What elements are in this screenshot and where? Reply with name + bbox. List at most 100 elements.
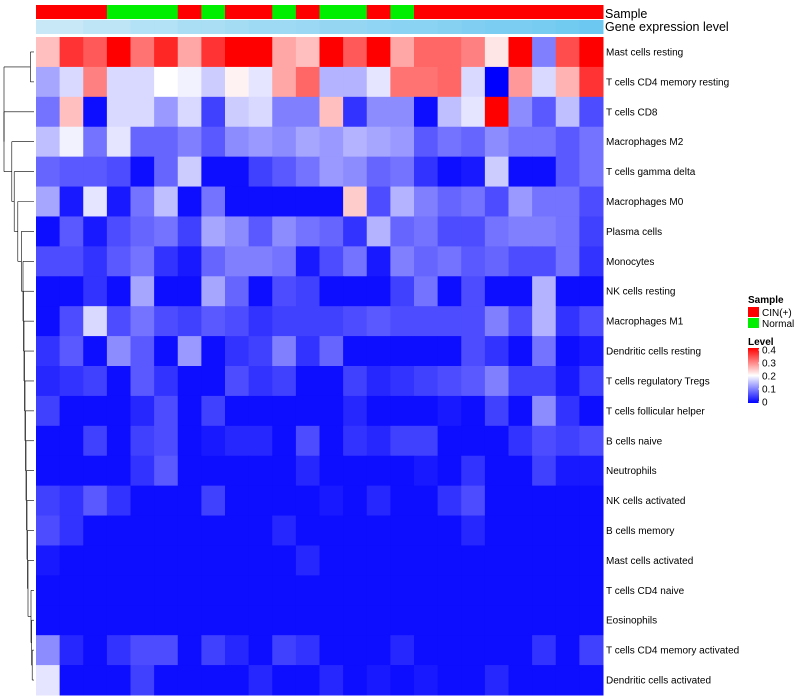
- heatmap-cell: [319, 66, 344, 98]
- expression-annotation-cell: [508, 20, 533, 34]
- heatmap-cell: [154, 366, 179, 397]
- heatmap-cell: [366, 276, 391, 307]
- heatmap-cell: [461, 66, 486, 98]
- sample-annotation-cell: [414, 5, 439, 19]
- heatmap-cell: [390, 605, 415, 636]
- heatmap-cell: [106, 395, 131, 427]
- heatmap-cell: [130, 575, 155, 606]
- heatmap-cell: [36, 306, 61, 337]
- heatmap-cell: [366, 126, 391, 158]
- expression-annotation-cell: [201, 20, 226, 34]
- heatmap-cell: [225, 156, 250, 188]
- heatmap-cell: [59, 635, 84, 666]
- heatmap-cell: [225, 425, 250, 457]
- heatmap-cell: [390, 485, 415, 517]
- heatmap-cell: [579, 545, 604, 576]
- heatmap-cell: [177, 425, 202, 457]
- heatmap-cell: [555, 366, 580, 397]
- heatmap-cell: [130, 186, 155, 217]
- heatmap-cell: [319, 276, 344, 307]
- expression-annotation-cell: [343, 20, 368, 34]
- heatmap-cell: [295, 366, 320, 397]
- heatmap-cell: [532, 156, 557, 188]
- expression-annotation-cell: [130, 20, 155, 34]
- heatmap-cell: [437, 306, 462, 337]
- row-dendrogram: [3, 51, 34, 681]
- heatmap-cell: [177, 545, 202, 576]
- heatmap-cell: [177, 366, 202, 397]
- heatmap-cell: [555, 635, 580, 666]
- heatmap-cell: [177, 485, 202, 517]
- heatmap-cell: [390, 425, 415, 457]
- heatmap-cell: [484, 635, 509, 666]
- heatmap-cell: [366, 425, 391, 457]
- heatmap-cell: [343, 96, 368, 128]
- heatmap-cell: [36, 126, 61, 158]
- heatmap-cell: [177, 246, 202, 277]
- heatmap-cell: [390, 276, 415, 307]
- heatmap-cell: [461, 186, 486, 217]
- heatmap-cell: [36, 485, 61, 517]
- row-label: Plasma cells: [606, 227, 662, 238]
- heatmap-cell: [461, 366, 486, 397]
- heatmap-cell: [154, 246, 179, 277]
- row-label: Dendritic cells activated: [606, 676, 711, 687]
- heatmap-cell: [579, 126, 604, 158]
- heatmap-cell: [579, 186, 604, 217]
- legend-level-title: Level: [748, 337, 774, 348]
- heatmap-cell: [484, 485, 509, 517]
- heatmap-cell: [532, 186, 557, 217]
- heatmap-cell: [555, 216, 580, 247]
- heatmap-cell: [130, 156, 155, 188]
- heatmap-cell: [366, 306, 391, 337]
- sample-annotation-cell: [36, 5, 61, 19]
- heatmap-cell: [343, 126, 368, 158]
- heatmap-cell: [106, 635, 131, 666]
- heatmap-cell: [272, 246, 297, 277]
- heatmap-cell: [579, 37, 604, 68]
- heatmap-cell: [484, 425, 509, 457]
- heatmap-cell: [248, 575, 273, 606]
- heatmap-cell: [248, 37, 273, 68]
- heatmap-cell: [248, 306, 273, 337]
- heatmap-cell: [366, 66, 391, 98]
- heatmap-cell: [36, 276, 61, 307]
- heatmap-cell: [437, 665, 462, 696]
- heatmap-cell: [295, 605, 320, 636]
- heatmap-cell: [343, 276, 368, 307]
- heatmap-cell: [36, 366, 61, 397]
- heatmap-cell: [130, 455, 155, 487]
- heatmap-cell: [414, 336, 439, 367]
- heatmap-cell: [366, 246, 391, 277]
- heatmap-cell: [414, 515, 439, 546]
- heatmap-cell: [154, 126, 179, 158]
- heatmap-cell: [437, 575, 462, 606]
- heatmap-cell: [248, 96, 273, 128]
- expression-annotation-cell: [461, 20, 486, 34]
- heatmap-cell: [106, 276, 131, 307]
- heatmap-cell: [555, 665, 580, 696]
- heatmap-cell: [177, 455, 202, 487]
- heatmap-cell: [225, 635, 250, 666]
- heatmap-cell: [106, 575, 131, 606]
- heatmap-cell: [461, 216, 486, 247]
- heatmap-cell: [36, 246, 61, 277]
- heatmap-cell: [177, 96, 202, 128]
- heatmap-cell: [579, 336, 604, 367]
- heatmap-cell: [154, 306, 179, 337]
- heatmap-cell: [272, 605, 297, 636]
- heatmap-cell: [532, 665, 557, 696]
- heatmap-cell: [106, 66, 131, 98]
- heatmap-cell: [272, 156, 297, 188]
- heatmap-cell: [390, 66, 415, 98]
- heatmap-cell: [225, 246, 250, 277]
- heatmap-cell: [272, 455, 297, 487]
- heatmap-cell: [555, 186, 580, 217]
- heatmap-cell: [532, 96, 557, 128]
- heatmap-cell: [555, 575, 580, 606]
- heatmap-cell: [59, 37, 84, 68]
- heatmap-cell: [130, 545, 155, 576]
- heatmap-cell: [484, 515, 509, 546]
- sample-annotation-cell: [461, 5, 486, 19]
- heatmap-cell: [295, 96, 320, 128]
